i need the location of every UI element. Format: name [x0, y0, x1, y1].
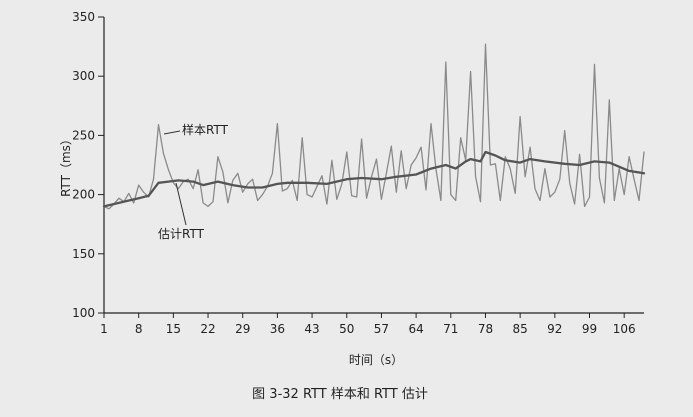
x-tick-label: 1: [100, 322, 108, 336]
y-tick-label: 150: [72, 247, 95, 261]
series-estimated-rtt-line: [102, 150, 646, 208]
x-tick-label: 85: [513, 322, 528, 336]
x-tick-label: 78: [478, 322, 493, 336]
figure-caption: 图 3-32 RTT 样本和 RTT 估计: [252, 387, 428, 402]
x-axis-title: 时间（s）: [349, 353, 403, 367]
x-tick-label: 8: [135, 322, 143, 336]
series-group: [102, 43, 646, 210]
x-tick-label: 36: [270, 322, 285, 336]
annotation-sample-rtt-label: 样本RTT: [182, 122, 229, 137]
x-tick-label: 71: [443, 322, 458, 336]
annotation-sample-rtt-leader: [163, 130, 181, 135]
y-tick-label: 100: [72, 306, 95, 320]
x-tick-label: 106: [613, 322, 636, 336]
y-tick-label: 300: [72, 69, 95, 83]
series-sample-rtt-line: [103, 43, 645, 210]
y-tick-label: 250: [72, 128, 95, 142]
x-tick-label: 22: [200, 322, 215, 336]
x-tick-label: 15: [166, 322, 181, 336]
x-tick-label: 29: [235, 322, 250, 336]
x-tick-label: 99: [582, 322, 597, 336]
y-tick-label: 200: [72, 188, 95, 202]
x-ticks: 1 8 15 22 29 36 43 50 57 64 71 78 85 92 99 106: [100, 313, 636, 336]
axes: [103, 17, 644, 314]
y-ticks: 100 150 200 250 300 350: [72, 10, 104, 320]
x-tick-label: 92: [547, 322, 562, 336]
x-tick-label: 43: [304, 322, 319, 336]
annotation-estimated-rtt-label: 估计RTT: [158, 227, 205, 241]
x-tick-label: 50: [339, 322, 354, 336]
x-tick-label: 57: [374, 322, 389, 336]
y-tick-label: 350: [72, 10, 95, 24]
annotation-estimated-rtt-leader: [175, 182, 187, 226]
x-tick-label: 64: [408, 322, 423, 336]
y-axis-title: RTT（ms）: [59, 133, 73, 197]
